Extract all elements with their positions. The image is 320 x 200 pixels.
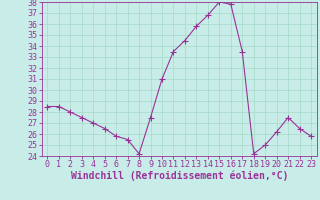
X-axis label: Windchill (Refroidissement éolien,°C): Windchill (Refroidissement éolien,°C) [70,171,288,181]
